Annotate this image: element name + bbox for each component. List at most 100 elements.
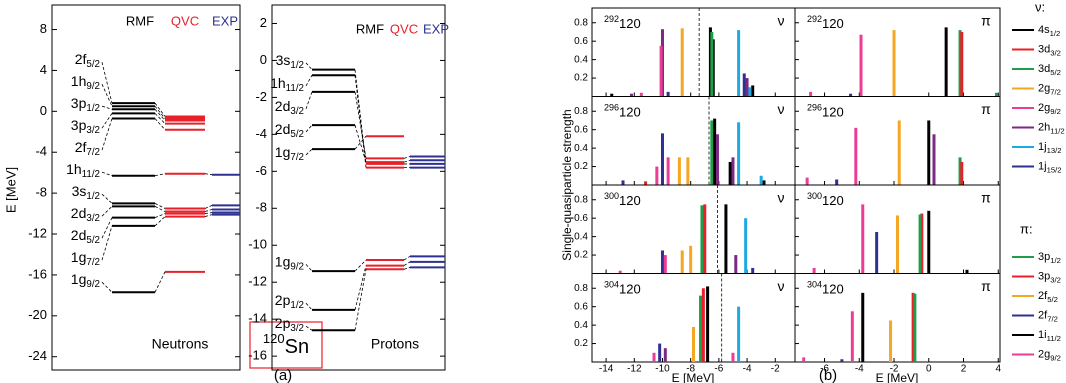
- mass-number: 296: [807, 103, 822, 113]
- bar: [932, 134, 936, 185]
- y-tick-label: 0.8: [574, 17, 588, 28]
- bar: [621, 180, 625, 185]
- element: 120: [619, 105, 641, 120]
- orbital: 3p: [71, 95, 87, 111]
- level-connector: [354, 75, 367, 168]
- bar: [759, 175, 763, 185]
- level-connector: [354, 125, 367, 163]
- bar: [748, 87, 752, 97]
- bar: [960, 31, 964, 97]
- bar: [731, 352, 735, 362]
- y-tick-label: 0: [260, 52, 267, 67]
- mass-number: 300: [807, 191, 822, 201]
- bar: [724, 204, 728, 274]
- element: 120: [619, 282, 641, 297]
- legend-label: 1j13/2: [1038, 141, 1062, 155]
- level-connector: [204, 209, 213, 212]
- level-connector: [403, 261, 411, 266]
- y-tick-label: 0.2: [574, 250, 588, 261]
- element: 120: [822, 282, 844, 297]
- mass-number: 296: [604, 103, 619, 113]
- panel-title: Protons: [371, 336, 419, 352]
- y-tick-label: 0: [40, 103, 47, 118]
- bar: [713, 118, 717, 185]
- label-connector: [101, 281, 113, 293]
- subscript: 3/2: [1050, 276, 1061, 285]
- bar: [663, 348, 667, 362]
- bar: [802, 357, 806, 362]
- nucleus-label: 300120: [807, 191, 844, 208]
- y-tick-label: 8: [40, 21, 47, 36]
- particle-label: π: [981, 101, 991, 117]
- y-tick-label: -4: [35, 144, 47, 159]
- orbital: 2g: [1038, 348, 1050, 360]
- level-connector: [154, 173, 166, 177]
- bar: [958, 30, 962, 97]
- subscript: 7/2: [1047, 315, 1058, 324]
- y-tick-label: 4: [40, 62, 47, 77]
- nucleus-label: 300120: [604, 191, 641, 208]
- subscript: 11/2: [82, 169, 100, 180]
- bar: [618, 270, 622, 274]
- nucleus-label: 304120: [604, 280, 641, 297]
- orbital: 1g: [275, 253, 291, 269]
- level-connector: [204, 173, 213, 176]
- y-tick-label: 0.4: [574, 143, 588, 154]
- y-tick-label: 0.8: [574, 283, 588, 294]
- particle-label: ν: [778, 190, 785, 206]
- y-tick-label: -2: [255, 89, 267, 104]
- label-connector: [101, 105, 113, 110]
- level-connector: [154, 271, 166, 293]
- legend-label: 3p3/2: [1038, 270, 1061, 284]
- level-label: 1h11/2: [66, 161, 100, 180]
- bar: [700, 205, 704, 274]
- y-tick-label: -8: [35, 185, 47, 200]
- column-header: RMF: [126, 13, 154, 28]
- particle-label: ν: [778, 278, 785, 294]
- bar: [689, 245, 693, 274]
- bar: [913, 293, 917, 362]
- bar: [703, 204, 707, 274]
- y-tick-label: -4: [255, 126, 267, 141]
- level-label: 3s1/2: [72, 183, 100, 202]
- bar: [652, 352, 656, 362]
- bar: [861, 204, 865, 274]
- orbital: 1j: [1038, 160, 1047, 172]
- subscript: 9/2: [290, 261, 304, 272]
- bar: [680, 250, 684, 274]
- legend-title: ν:: [1035, 0, 1045, 14]
- bar: [658, 343, 662, 362]
- element: 120: [822, 105, 844, 120]
- legend-title: π:: [1020, 221, 1033, 236]
- label-connector: [305, 75, 313, 87]
- orbital: 1g: [71, 271, 87, 287]
- orbital: 1h: [270, 75, 286, 91]
- bar: [745, 78, 749, 97]
- nucleus-label: 296120: [807, 103, 844, 120]
- bar: [610, 93, 614, 97]
- subscript: 5/2: [1047, 295, 1058, 304]
- bar: [809, 91, 813, 97]
- bar: [744, 218, 748, 274]
- x-tick-label: -4: [855, 364, 864, 375]
- level-label: 1g7/2: [275, 144, 304, 163]
- level-label: 2f5/2: [75, 51, 100, 70]
- legend-label: 3p1/2: [1038, 251, 1061, 265]
- level-connector: [154, 213, 166, 219]
- y-tick-label: 0.4: [574, 54, 588, 65]
- legend-label: 2f7/2: [1038, 309, 1058, 323]
- x-axis-label: E [MeV]: [876, 371, 919, 383]
- orbital: 1j: [1038, 141, 1047, 153]
- label-connector: [101, 84, 113, 107]
- label-connector: [101, 217, 113, 239]
- label-connector: [305, 264, 313, 272]
- orbital: 3d: [1038, 63, 1050, 75]
- bar: [629, 93, 633, 97]
- bar: [918, 214, 922, 274]
- particle-label: π: [981, 278, 991, 294]
- level-connector: [354, 259, 367, 272]
- subscript: 11/2: [286, 83, 304, 94]
- y-axis-label: Single-quasiparticle strength: [560, 109, 574, 260]
- bar: [805, 177, 809, 185]
